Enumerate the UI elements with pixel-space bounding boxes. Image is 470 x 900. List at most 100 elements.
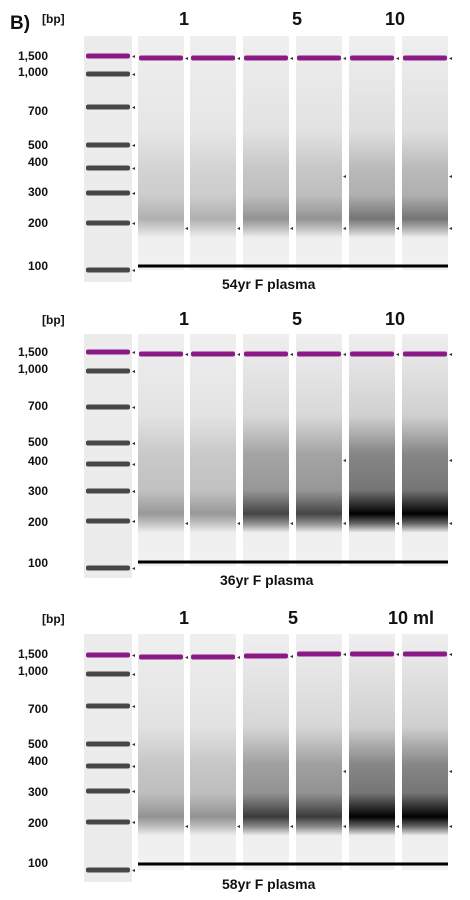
peak-tick-marker: ◂	[290, 226, 293, 232]
ladder-band	[86, 763, 130, 769]
ladder-band	[86, 518, 130, 524]
sample-lane: ◂◂	[190, 634, 240, 870]
sample-lane: ◂ ◂ ◂	[296, 36, 346, 270]
peak-tick-marker: ◂	[237, 56, 240, 62]
ladder-band	[86, 104, 130, 110]
sample-caption: 36yr F plasma	[220, 572, 314, 588]
ladder-tick-marker: ◂	[132, 671, 135, 678]
upper-marker-band	[350, 351, 394, 357]
sample-lane: ◂◂	[190, 334, 240, 566]
cfdna-smear	[243, 36, 289, 270]
ladder-tick-marker: ◂	[132, 368, 135, 375]
ladder-tick-marker: ◂	[132, 788, 135, 795]
upper-marker-band	[350, 651, 394, 657]
ladder-lane: ◂ ◂ ◂ ◂ ◂ ◂ ◂ ◂	[84, 334, 135, 578]
ladder-tick-marker: ◂	[132, 741, 135, 748]
ladder-label-500: 500	[27, 138, 48, 152]
ladder-label-100: 100	[27, 259, 48, 273]
gel-lanes-panel-2: ◂◂◂◂◂◂◂◂◂◂◂◂◂◂◂◂◂◂◂◂◂◂	[84, 334, 452, 578]
ladder-tick-marker: ◂	[132, 142, 135, 149]
ladder-tick-marker: ◂	[132, 104, 135, 111]
ladder-tick-marker: ◂	[132, 763, 135, 770]
ladder-tick-marker: ◂	[132, 819, 135, 826]
upper-marker-band	[297, 351, 341, 357]
peak-tick-marker: ◂	[185, 521, 188, 527]
peak-tick-marker: ◂	[343, 352, 346, 358]
ladder-label-200: 200	[27, 816, 48, 830]
ladder-band	[86, 788, 130, 794]
volume-label-1: 1	[179, 309, 190, 329]
upper-marker-band	[139, 654, 183, 660]
upper-marker-band	[191, 654, 235, 660]
sample-lane: ◂◂	[243, 36, 293, 270]
ladder-band	[86, 819, 130, 825]
figure-label: B)	[10, 13, 31, 34]
sample-lane: ◂◂	[138, 36, 188, 270]
ladder-label-1500: 1,500	[17, 647, 48, 661]
cfdna-smear	[349, 634, 395, 870]
sample-lane: ◂◂	[243, 634, 293, 870]
cfdna-smear	[243, 334, 289, 566]
ladder-tick-marker: ◂	[132, 488, 135, 495]
sample-lane: ◂ ◂ ◂	[402, 36, 452, 270]
peak-tick-marker: ◂	[185, 226, 188, 232]
peak-tick-marker: ◂	[449, 56, 452, 62]
ladder-band	[86, 142, 130, 148]
ladder-band	[86, 368, 130, 374]
sample-lane: ◂◂	[349, 634, 399, 870]
peak-tick-marker: ◂	[237, 521, 240, 527]
upper-marker-band	[350, 55, 394, 61]
ladder-tick-marker: ◂	[132, 190, 135, 197]
sample-lane: ◂ ◂ ◂	[402, 634, 452, 870]
peak-tick-marker: ◂	[237, 655, 240, 661]
upper-marker-band	[403, 651, 447, 657]
peak-tick-marker: ◂	[449, 458, 452, 464]
volume-label-1: 1	[179, 608, 190, 628]
ladder-tick-marker: ◂	[132, 565, 135, 572]
peak-tick-marker: ◂	[290, 56, 293, 62]
ladder-band	[86, 741, 130, 747]
ladder-tick-marker: ◂	[132, 652, 135, 659]
peak-tick-marker: ◂	[185, 824, 188, 830]
ladder-tick-marker: ◂	[132, 867, 135, 874]
cfdna-smear	[190, 334, 236, 566]
ladder-band	[86, 671, 130, 677]
ladder-label-700: 700	[27, 104, 48, 118]
peak-tick-marker: ◂	[396, 824, 399, 830]
peak-tick-marker: ◂	[185, 56, 188, 62]
ladder-band	[86, 703, 130, 709]
cfdna-smear	[402, 36, 448, 270]
ladder-lane-background	[84, 36, 132, 282]
peak-tick-marker: ◂	[343, 769, 346, 775]
cfdna-smear	[349, 36, 395, 270]
volume-label-5: 5	[292, 309, 303, 329]
cfdna-smear	[296, 634, 342, 870]
ladder-band	[86, 71, 130, 77]
volume-label-5: 5	[288, 608, 299, 628]
ladder-label-400: 400	[27, 155, 48, 169]
bp-unit-label: [bp]	[42, 313, 65, 327]
peak-tick-marker: ◂	[237, 352, 240, 358]
peak-tick-marker: ◂	[449, 652, 452, 658]
sample-lane: ◂◂	[243, 334, 293, 566]
upper-marker-band	[244, 351, 288, 357]
cfdna-smear	[138, 334, 184, 566]
ladder-band	[86, 565, 130, 571]
upper-marker-band	[297, 651, 341, 657]
ladder-label-300: 300	[27, 785, 48, 799]
ladder-band	[86, 190, 130, 196]
ladder-label-700: 700	[27, 399, 48, 413]
peak-tick-marker: ◂	[185, 352, 188, 358]
upper-marker-band	[139, 351, 183, 357]
sample-lane: ◂ ◂ ◂	[296, 334, 346, 566]
ladder-band	[86, 53, 130, 59]
ladder-tick-marker: ◂	[132, 703, 135, 710]
cfdna-smear	[296, 334, 342, 566]
ladder-band	[86, 165, 130, 171]
peak-tick-marker: ◂	[343, 521, 346, 527]
ladder-band	[86, 461, 130, 467]
ladder-label-500: 500	[27, 737, 48, 751]
volume-label-10: 10	[385, 9, 406, 29]
sample-lane: ◂ ◂ ◂	[296, 634, 346, 870]
